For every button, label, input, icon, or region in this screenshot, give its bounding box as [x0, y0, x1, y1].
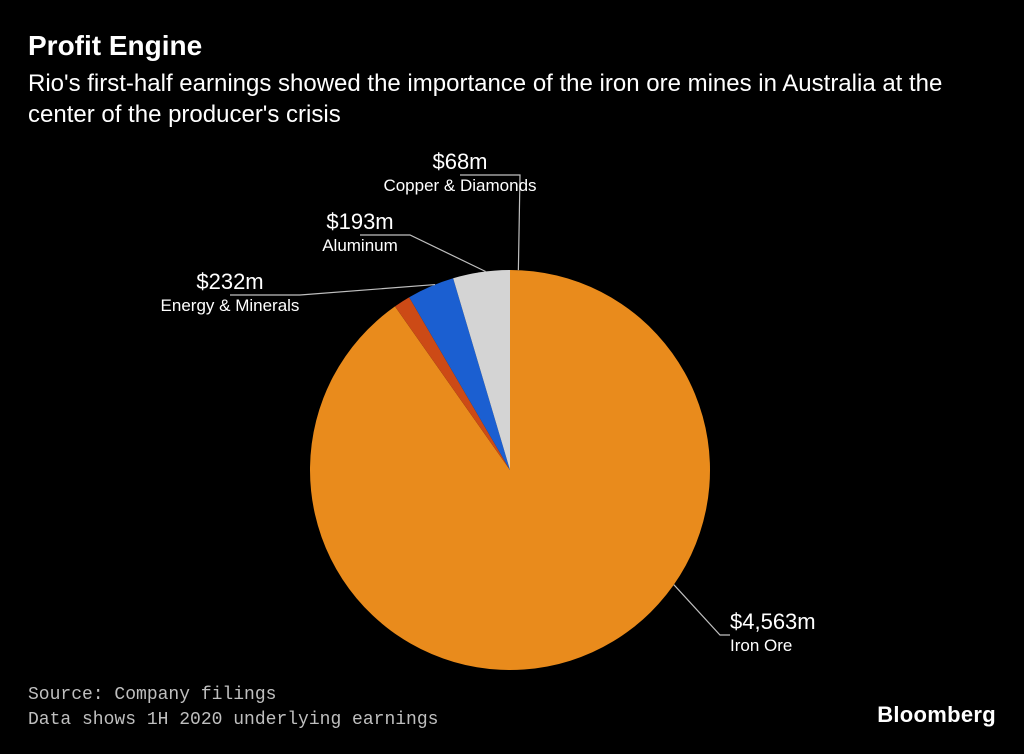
slice-label: Aluminum: [322, 236, 398, 255]
slice-value: $232m: [196, 269, 263, 294]
slice-label: Energy & Minerals: [161, 296, 300, 315]
brand-logo: Bloomberg: [877, 702, 996, 728]
note-line: Data shows 1H 2020 underlying earnings: [28, 708, 438, 732]
slice-value: $193m: [326, 209, 393, 234]
chart-title: Profit Engine: [28, 30, 996, 62]
leader-line: [674, 585, 730, 635]
chart-footer: Source: Company filings Data shows 1H 20…: [28, 683, 438, 732]
pie-chart: $4,563m Iron Ore $68m Copper & Diamonds $193…: [0, 140, 1024, 674]
chart-card: Profit Engine Rio's first-half earnings …: [0, 0, 1024, 754]
slice-value: $4,563m: [730, 609, 816, 634]
source-line: Source: Company filings: [28, 683, 438, 707]
slice-label: Iron Ore: [730, 636, 792, 655]
chart-subtitle: Rio's first-half earnings showed the imp…: [28, 68, 996, 130]
slice-value: $68m: [432, 149, 487, 174]
slice-label: Copper & Diamonds: [383, 176, 536, 195]
